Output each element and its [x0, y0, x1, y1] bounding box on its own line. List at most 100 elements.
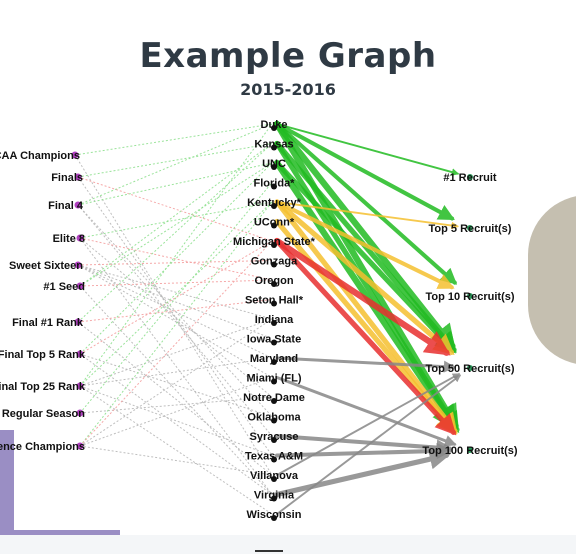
left-edge-final-4-duke: [77, 123, 273, 206]
middle-node-dot-indiana: [271, 320, 277, 326]
middle-node-dot-duke: [271, 125, 277, 131]
left-node-label-final-top-25-rank: Final Top 25 Rank: [0, 381, 86, 393]
middle-node-label-wisconsin: Wisconsin: [247, 509, 302, 521]
middle-node-label-unc: UNC: [262, 158, 286, 170]
left-edge-sweet-sixteen-miami-fl: [77, 264, 273, 378]
left-edge-ncaa-champions-duke: [74, 123, 273, 156]
right-edge-michigan-state-top-100-recruit-s: [274, 238, 457, 436]
middle-node-dot-miami-fl: [271, 378, 277, 385]
left-edge-final-top-25-rank-kentucky: [79, 201, 273, 387]
middle-node-dot-syracuse: [271, 437, 277, 443]
right-node-dot-1-recruit: [467, 174, 473, 180]
middle-node-label-oregon: Oregon: [254, 275, 293, 287]
left-edge-final-top-25-rank-wisconsin: [79, 385, 273, 515]
middle-node-dot-oklahoma: [271, 417, 277, 424]
middle-node-dot-wisconsin: [271, 515, 277, 521]
middle-node-dot-maryland: [271, 359, 277, 365]
purple-decoration-cutout: [14, 430, 120, 530]
right-edge-kentucky-top-10-recruit-s: [274, 199, 455, 290]
left-edge-layer: [74, 123, 273, 515]
left-edge-conference-champions-michigan-state: [79, 240, 273, 447]
left-edge-elite-8-kentucky: [79, 201, 273, 239]
left-edge-conference-champions-villanova: [79, 445, 273, 476]
middle-node-dot-unc: [271, 164, 277, 170]
left-edge-final-top-5-rank-michigan-state: [79, 240, 273, 355]
left-node-label-final-1-rank: Final #1 Rank: [12, 317, 84, 329]
left-node-dot-final-top-25-rank: [76, 382, 84, 390]
middle-node-label-texas-a-m: Texas A&M: [245, 451, 303, 463]
left-edge-sweet-sixteen-maryland: [77, 264, 273, 359]
right-node-dot-top-100-recruit-s: [467, 447, 473, 453]
right-node-dot-top-10-recruit-s: [467, 293, 473, 299]
left-edge-final-4-unc: [77, 162, 273, 206]
middle-node-label-maryland: Maryland: [250, 353, 298, 365]
label-layer: NCAA Champions Finals Final 4 Elite 8 Sweet …: [0, 119, 518, 521]
right-edge-michigan-state-top-50-recruit-s: [273, 237, 451, 356]
right-edge-kentucky-top-50-recruit-s: [274, 199, 455, 356]
left-node-dot-ncaa-champions: [71, 151, 79, 159]
middle-node-label-virginia: Virginia: [254, 490, 295, 502]
left-edge-conference-champions-indiana: [79, 318, 273, 447]
right-edge-uconn-top-100-recruit-s: [274, 218, 457, 435]
left-edge-finals-texas-a-m: [77, 176, 273, 456]
node-layer: [71, 125, 473, 521]
middle-node-label-florida: Florida*: [254, 178, 296, 190]
bottom-indicator: [255, 550, 283, 552]
left-edge-final-top-5-rank-virginia: [79, 353, 273, 495]
middle-node-dot-notre-dame: [271, 398, 277, 404]
left-node-dot-finals: [74, 173, 82, 181]
middle-node-label-villanova: Villanova: [250, 470, 299, 482]
middle-node-dot-seton-hall: [271, 300, 277, 307]
right-node-label-top-100-recruit-s: Top 100 Recruit(s): [422, 445, 517, 457]
left-edge-undefeated-regular-season-florida: [79, 182, 273, 414]
middle-node-label-iowa-state: Iowa State: [247, 334, 301, 346]
left-node-dot-elite-8: [76, 234, 84, 242]
middle-node-label-indiana: Indiana: [255, 314, 294, 326]
right-node-label-1-recruit: #1 Recruit: [443, 172, 497, 184]
left-edge-1-seed-kansas: [79, 143, 273, 287]
left-node-dot-sweet-sixteen: [74, 261, 82, 269]
middle-node-label-uconn: UConn*: [254, 217, 295, 229]
right-edge-layer: [273, 120, 462, 515]
right-edge-unc-top-100-recruit-s: [273, 159, 458, 432]
middle-node-dot-villanova: [271, 476, 277, 482]
left-edge-final-top-25-rank-duke: [79, 123, 273, 387]
middle-node-label-oklahoma: Oklahoma: [247, 412, 301, 424]
graph-title: Example Graph: [139, 36, 437, 76]
left-edge-sweet-sixteen-gonzaga: [77, 260, 273, 266]
right-edge-maryland-top-50-recruit-s: [275, 356, 456, 373]
right-node-dot-top-5-recruit-s: [467, 225, 473, 231]
left-edge-finals-kansas: [77, 143, 273, 178]
left-edge-elite-8-notre-dame: [79, 237, 273, 398]
left-node-label-final-top-5-rank: Final Top 5 Rank: [0, 349, 86, 361]
middle-node-label-michigan-state: Michigan State*: [233, 236, 316, 248]
left-edge-finals-michigan-state: [77, 176, 273, 242]
left-node-label-sweet-sixteen: Sweet Sixteen: [9, 260, 83, 272]
middle-node-dot-virginia: [271, 495, 277, 502]
right-edge-kentucky-top-5-recruit-s: [276, 201, 459, 230]
left-edge-conference-champions-miami-fl: [79, 377, 273, 447]
left-edge-ncaa-champions-villanova: [74, 154, 273, 476]
middle-node-dot-texas-a-m: [271, 456, 277, 463]
left-edge-sweet-sixteen-iowa-state: [77, 264, 273, 339]
left-edge-undefeated-regular-season-notre-dame: [79, 396, 273, 414]
right-edge-duke-top-5-recruit-s: [274, 121, 455, 221]
right-edge-texas-a-m-top-100-recruit-s: [274, 442, 453, 460]
middle-node-dot-michigan-state: [271, 242, 277, 248]
right-edge-syracuse-top-100-recruit-s: [274, 433, 453, 456]
right-node-label-top-50-recruit-s: Top 50 Recruit(s): [425, 363, 514, 375]
middle-node-label-seton-hall: Seton Hall*: [245, 295, 304, 307]
left-node-label-finals: Finals: [51, 172, 83, 184]
left-edge-final-1-rank-kansas: [77, 143, 273, 323]
right-edge-villanova-top-50-recruit-s: [276, 373, 461, 476]
right-edge-virginia-top-100-recruit-s: [274, 448, 451, 498]
middle-node-dot-iowa-state: [271, 339, 277, 346]
right-node-label-top-5-recruit-s: Top 5 Recruit(s): [429, 223, 512, 235]
left-edge-elite-8-oregon: [79, 237, 273, 281]
left-node-label-elite-8: Elite 8: [53, 233, 85, 245]
left-edge-final-top-5-rank-oklahoma: [79, 353, 273, 417]
middle-node-dot-oregon: [271, 281, 277, 287]
left-edge-1-seed-unc: [79, 162, 273, 287]
